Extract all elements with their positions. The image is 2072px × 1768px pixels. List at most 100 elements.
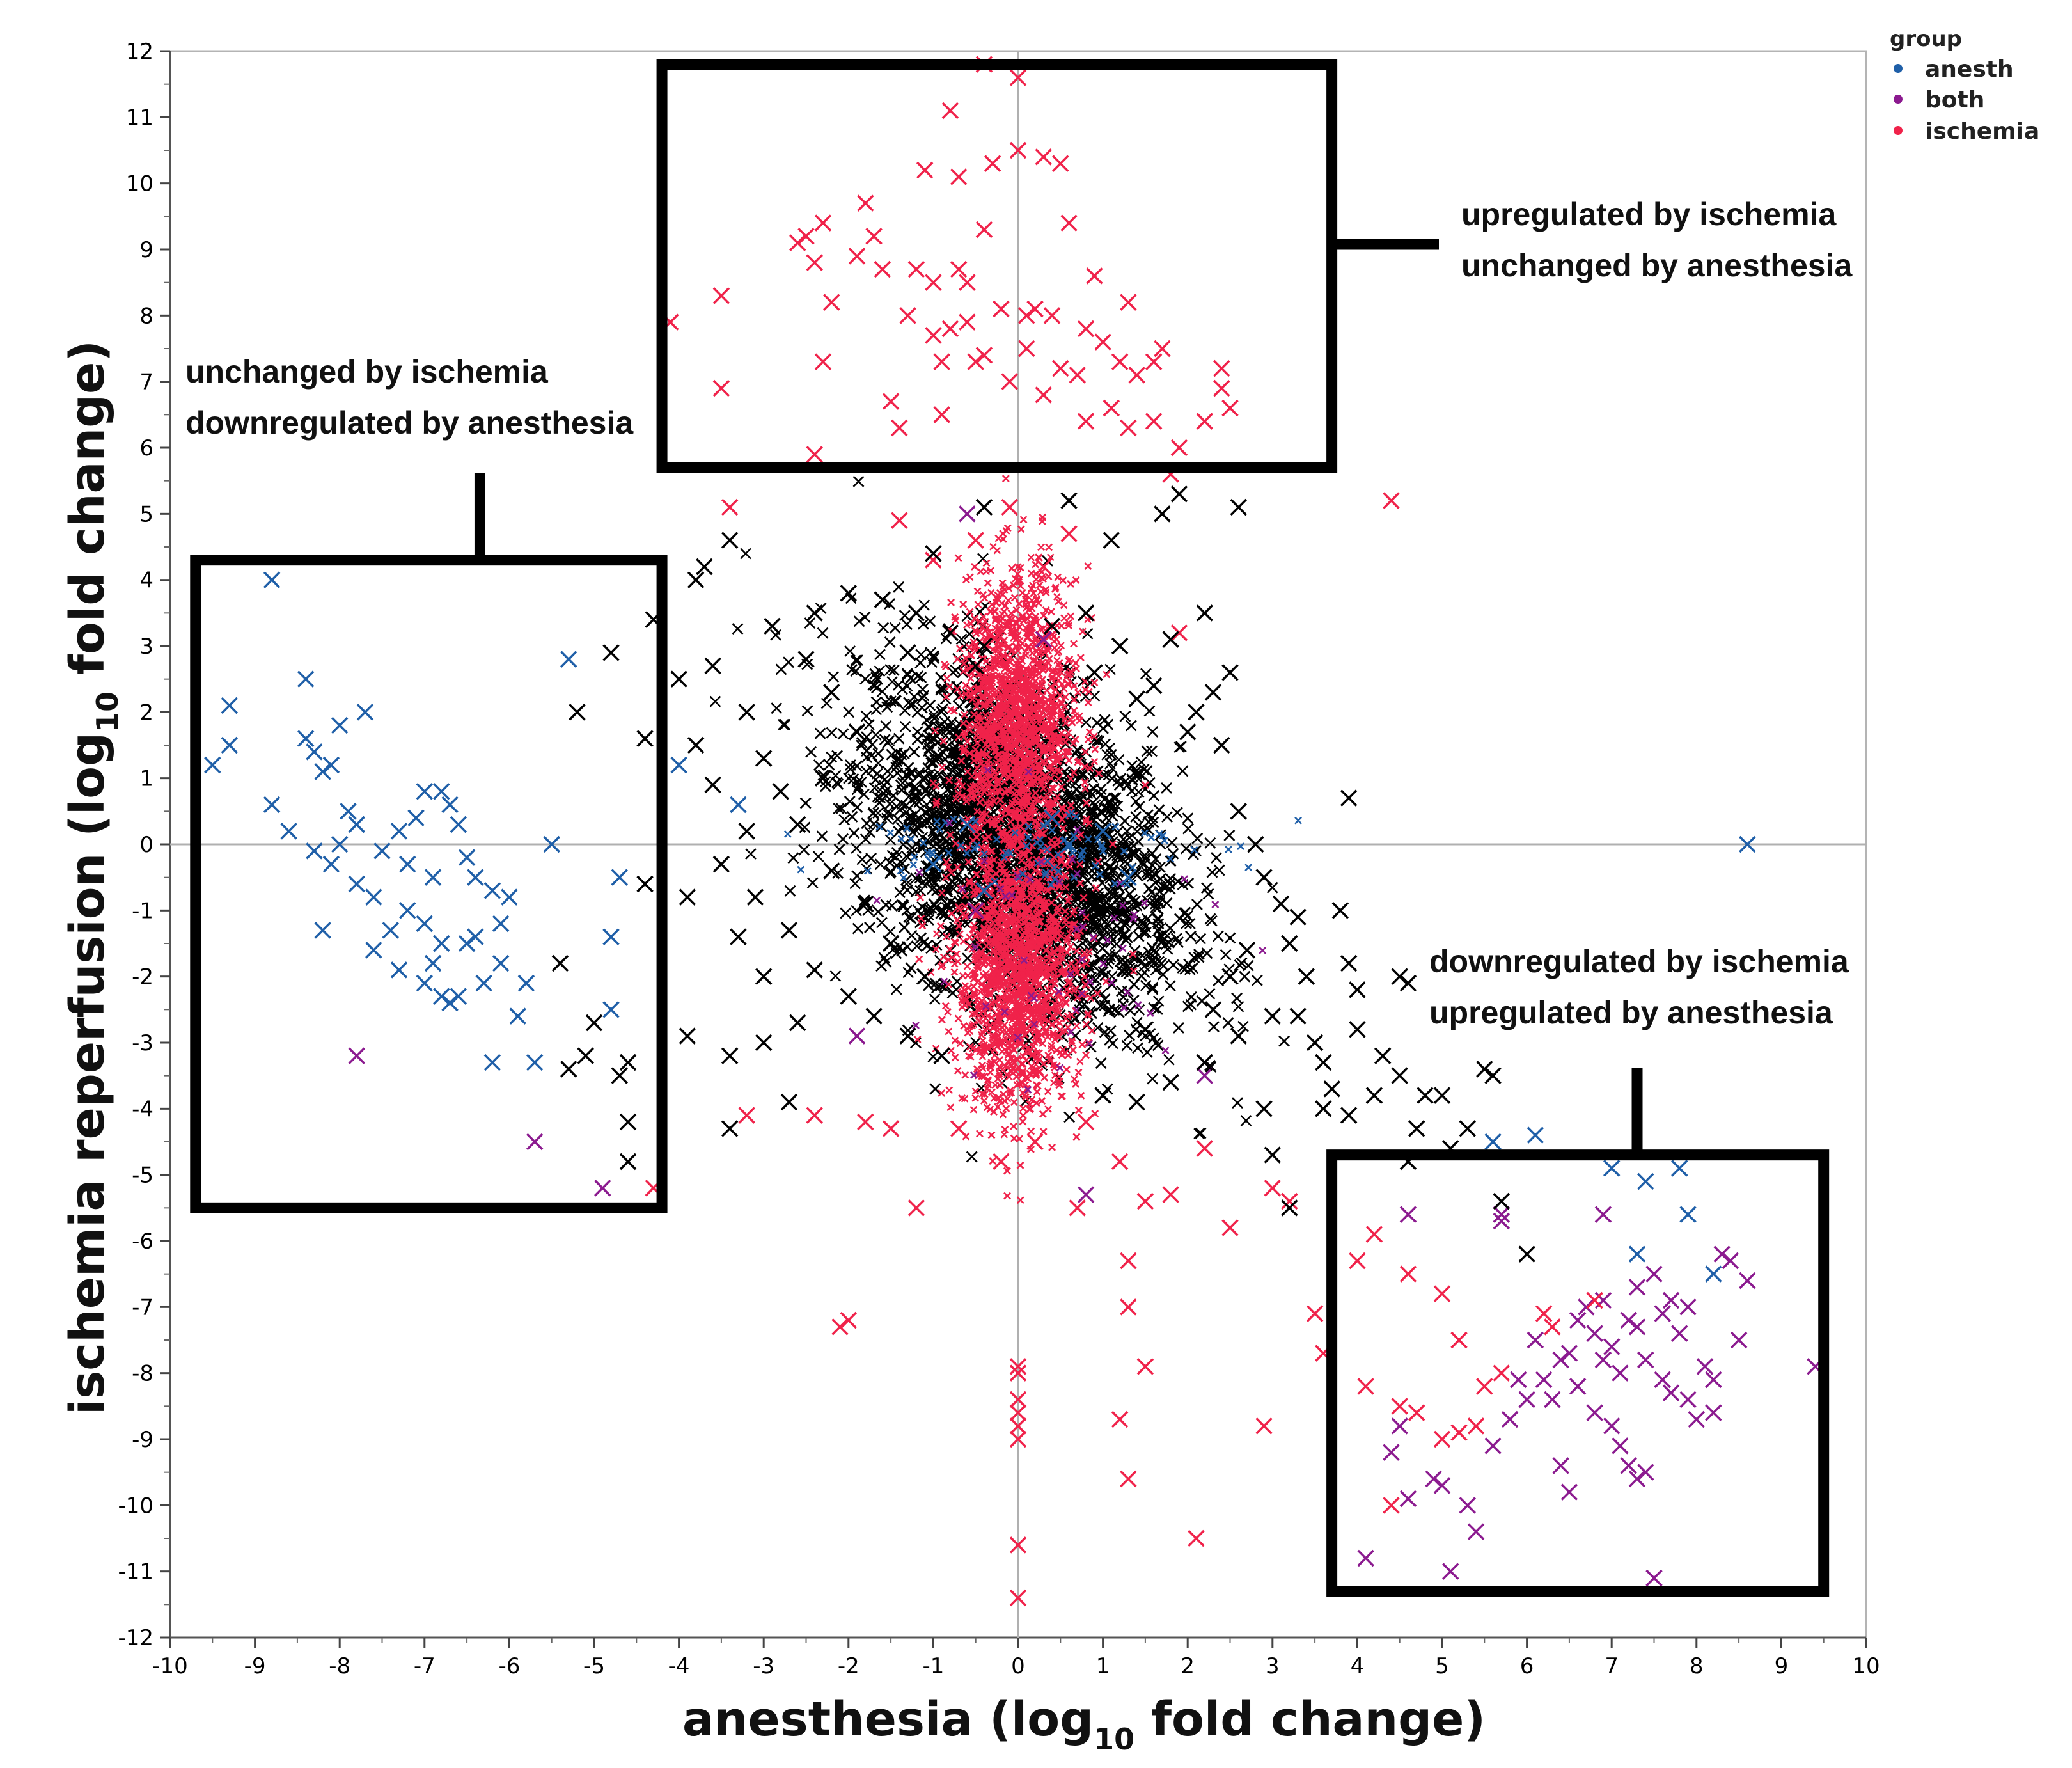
dense-point-ischemia <box>1039 830 1048 838</box>
dense-point-other <box>1135 756 1147 768</box>
dense-point-ischemia <box>1023 785 1032 793</box>
dense-point-other <box>1240 1115 1252 1126</box>
dense-point-ischemia <box>1044 665 1052 674</box>
dense-point-ischemia <box>1034 716 1042 725</box>
dense-point-ischemia <box>975 754 984 762</box>
dense-point-ischemia <box>1062 1066 1071 1073</box>
dense-point-ischemia <box>938 1089 946 1097</box>
dense-point-other <box>852 654 863 667</box>
dense-point-ischemia <box>1014 563 1022 571</box>
dense-point-ischemia <box>955 922 963 930</box>
dense-point-ischemia <box>962 576 970 584</box>
dense-point-ischemia <box>1019 697 1028 706</box>
dense-point-ischemia <box>1008 564 1016 572</box>
dense-point-ischemia <box>1040 612 1048 620</box>
dense-point-ischemia <box>932 929 941 938</box>
dense-point-ischemia <box>1058 709 1066 717</box>
dense-point-ischemia <box>1000 933 1009 941</box>
dense-point-ischemia <box>1088 1027 1096 1035</box>
dense-point-other <box>1099 1026 1111 1038</box>
dense-point-ischemia <box>1055 1032 1063 1041</box>
dense-point-ischemia <box>998 641 1007 649</box>
dense-point-ischemia <box>1065 893 1074 901</box>
dense-point-ischemia <box>993 910 1001 918</box>
dense-point-other <box>1065 791 1076 803</box>
dense-point-other <box>1095 848 1108 860</box>
dense-point-other <box>1146 745 1158 757</box>
dense-point-ischemia <box>971 614 978 622</box>
dense-point-other <box>1090 919 1102 931</box>
dense-point-ischemia <box>989 1157 997 1165</box>
dense-point-ischemia <box>1064 657 1072 665</box>
dense-point-other <box>913 767 925 778</box>
dense-point-ischemia <box>968 695 977 704</box>
dense-point-other <box>832 867 844 879</box>
dense-point-other <box>945 781 957 793</box>
dense-point-other <box>929 1083 941 1095</box>
dense-point-ischemia <box>1068 1039 1076 1047</box>
dense-point-other <box>1220 949 1232 961</box>
dense-point-other <box>1095 1057 1107 1069</box>
dense-point-ischemia <box>977 674 985 683</box>
dense-point-ischemia <box>1009 833 1017 842</box>
dense-point-ischemia <box>1017 654 1024 662</box>
dense-point-other <box>1111 800 1124 812</box>
dense-point-ischemia <box>971 782 980 789</box>
dense-point-other <box>1124 1029 1135 1041</box>
dense-point-other <box>883 735 895 746</box>
dense-point-ischemia <box>1012 793 1021 800</box>
dense-point-ischemia <box>1012 606 1021 614</box>
dense-point-ischemia <box>986 1105 994 1113</box>
dense-point-ischemia <box>956 645 964 652</box>
dense-point-other <box>924 873 936 885</box>
dense-point-other <box>1132 1042 1143 1054</box>
dense-point-other <box>709 695 721 707</box>
dense-point-other <box>1152 995 1165 1007</box>
dense-point-ischemia <box>1051 1071 1059 1080</box>
dense-point-ischemia <box>974 684 982 692</box>
dense-point-other <box>852 922 864 935</box>
dense-point-ischemia <box>938 763 946 771</box>
dense-point-ischemia <box>1042 947 1050 954</box>
dense-point-other <box>837 833 849 845</box>
dense-point-ischemia <box>1051 644 1058 652</box>
dense-point-ischemia <box>997 675 1005 683</box>
dense-point-other <box>1122 954 1134 967</box>
dense-point-other <box>1078 894 1089 906</box>
dense-point-ischemia <box>1027 1062 1035 1070</box>
dense-point-other <box>893 581 905 593</box>
dense-point-ischemia <box>1046 918 1054 926</box>
dense-point-other <box>1163 1054 1175 1066</box>
dense-point-other <box>910 872 922 884</box>
dense-point-other <box>1096 942 1108 954</box>
dense-point-other <box>813 759 825 771</box>
dense-point-ischemia <box>1000 683 1007 691</box>
dense-point-other <box>924 615 936 627</box>
dense-point-ischemia <box>1072 1133 1081 1141</box>
dense-point-ischemia <box>1081 778 1089 786</box>
dense-point-ischemia <box>1094 858 1102 866</box>
dense-point-other <box>1067 881 1079 894</box>
dense-point-ischemia <box>1036 761 1044 770</box>
dense-point-ischemia <box>932 800 940 809</box>
dense-point-other <box>868 818 880 830</box>
dense-point-ischemia <box>1033 734 1042 743</box>
dense-point-other <box>1125 720 1137 732</box>
dense-point-other <box>850 665 862 677</box>
dense-point-ischemia <box>981 780 989 788</box>
dense-point-other <box>872 906 884 918</box>
dense-point-other <box>1126 848 1138 860</box>
dense-point-ischemia <box>1035 868 1044 876</box>
dense-point-ischemia <box>997 660 1005 668</box>
dense-point-ischemia <box>974 711 982 720</box>
dense-point-other <box>1079 800 1092 812</box>
dense-point-other <box>1136 950 1149 961</box>
dense-point-other <box>1077 675 1089 688</box>
dense-point-other <box>1109 949 1121 961</box>
dense-point-ischemia <box>1073 933 1081 942</box>
dense-point-other <box>901 884 913 896</box>
dense-point-other <box>1124 1004 1136 1016</box>
dense-point-other <box>1152 913 1164 926</box>
dense-point-ischemia <box>966 726 974 734</box>
